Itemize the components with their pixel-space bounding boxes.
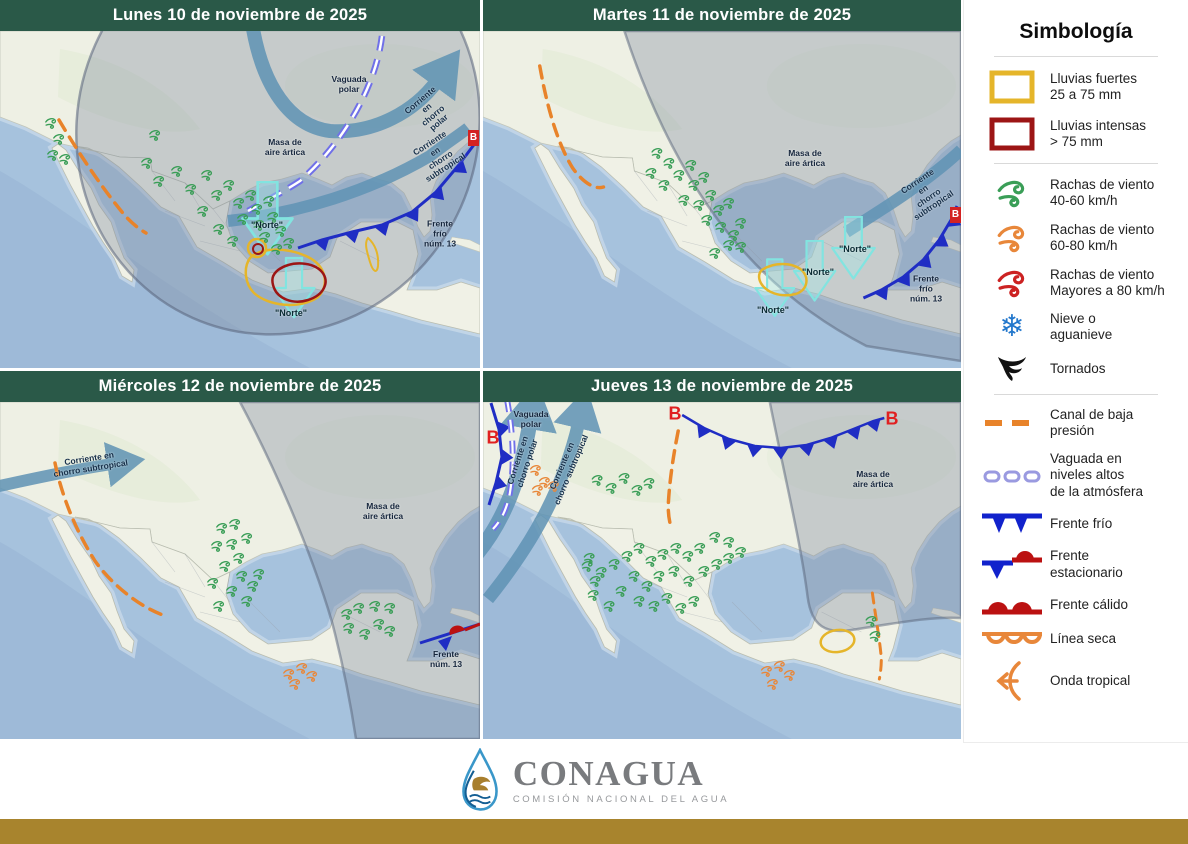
legend-item-warm-front: Frente cálido <box>974 592 1182 618</box>
rain-area-strong <box>819 628 856 654</box>
cold-front-line-west <box>487 402 514 506</box>
low-pressure-channel-line <box>57 118 148 235</box>
polar-trough-line <box>490 402 516 532</box>
divider <box>994 393 1158 395</box>
legend-panel: Simbología Lluvias fuertes 25 a 75 mm Ll… <box>963 0 1188 743</box>
footer: CONAGUA COMISIÓN NACIONAL DEL AGUA <box>0 744 1188 816</box>
gold-bottom-bar <box>0 819 1188 844</box>
tornado-icon <box>974 355 1050 383</box>
legend-item-tornado: Tornados <box>974 355 1182 383</box>
panel-thursday: Jueves 13 de noviembre de 2025 B <box>483 371 961 739</box>
weather-map-monday: Vaguada polar Corriente en chorro polar … <box>0 31 480 368</box>
legend-item-upper-trough: Vaguada en niveles altos de la atmósfera <box>974 451 1182 500</box>
weather-map-tuesday: Masa de aire ártica Corriente en chorro … <box>483 31 961 368</box>
brand-name: CONAGUA <box>512 753 705 793</box>
wind-gust-orange-icon <box>974 221 1050 255</box>
rain-area-intense <box>252 243 327 303</box>
legend-item-low-pressure-channel: Canal de baja presión <box>974 407 1182 440</box>
legend-item-wind-40-60: Rachas de viento 40-60 km/h <box>974 176 1182 210</box>
low-pressure-channel-line <box>53 461 165 617</box>
cold-front-icon <box>974 511 1050 537</box>
panel-title: Lunes 10 de noviembre de 2025 <box>0 0 480 31</box>
weather-map-wednesday: Corriente en chorro subtropical Masa de … <box>0 402 480 739</box>
legend-item-rain-intense: Lluvias intensas > 75 mm <box>974 116 1182 152</box>
tropical-wave-icon <box>974 660 1050 702</box>
legend-item-tropical-wave: Onda tropical <box>974 660 1182 702</box>
panel-monday: Lunes 10 de noviembre de 2025 <box>0 0 480 368</box>
warm-front-icon <box>974 592 1050 618</box>
dry-line-icon <box>974 629 1050 649</box>
polar-jet-stream <box>246 31 461 139</box>
wind-gust-green-icon <box>974 176 1050 210</box>
rain-area-strong <box>244 236 380 307</box>
brand-subtitle: COMISIÓN NACIONAL DEL AGUA <box>512 793 730 805</box>
stationary-front-icon <box>974 549 1050 581</box>
stationary-front-line <box>419 622 480 651</box>
panel-title: Miércoles 12 de noviembre de 2025 <box>0 371 480 402</box>
panel-title: Martes 11 de noviembre de 2025 <box>483 0 961 31</box>
cold-front-line-north <box>681 413 885 460</box>
polar-jet-stream <box>483 402 557 559</box>
rain-area-strong <box>757 262 808 297</box>
panel-title: Jueves 13 de noviembre de 2025 <box>483 371 961 402</box>
low-pressure-channel-line <box>666 429 680 526</box>
legend-item-rain-strong: Lluvias fuertes 25 a 75 mm <box>974 69 1182 105</box>
snow-icon: ❄ <box>999 310 1025 344</box>
arctic-air-mass <box>238 402 480 739</box>
low-pressure-channel-line-east <box>870 591 883 681</box>
legend-item-stationary-front: Frente estacionario <box>974 548 1182 581</box>
low-pressure-channel-icon <box>974 416 1050 430</box>
divider <box>994 163 1158 164</box>
rain-intense-box-icon <box>974 116 1050 152</box>
rain-strong-box-icon <box>974 69 1050 105</box>
legend-item-snow: ❄ Nieve o aguanieve <box>974 311 1182 344</box>
low-pressure-channel-line <box>538 64 606 190</box>
legend-title: Simbología <box>1019 20 1133 43</box>
panel-tuesday: Martes 11 de noviembre de 2025 Masa de a… <box>483 0 961 368</box>
upper-trough-icon <box>974 468 1050 484</box>
wind-gust-red-icon <box>974 266 1050 300</box>
legend-item-dry-line: Línea seca <box>974 629 1182 649</box>
weather-map-thursday: B Vaguada polar Corriente en chorro pola… <box>483 402 961 739</box>
panel-wednesday: Miércoles 12 de noviembre de 2025 Corrie… <box>0 371 480 739</box>
divider <box>994 56 1158 57</box>
legend-item-cold-front: Frente frío <box>974 511 1182 537</box>
subtropical-jet-stream <box>483 402 602 604</box>
legend-item-wind-60-80: Rachas de viento 60-80 km/h <box>974 221 1182 255</box>
cold-front-line <box>297 141 478 252</box>
conagua-logo-drop-icon <box>462 748 498 811</box>
legend-item-wind-80: Rachas de viento Mayores a 80 km/h <box>974 266 1182 300</box>
